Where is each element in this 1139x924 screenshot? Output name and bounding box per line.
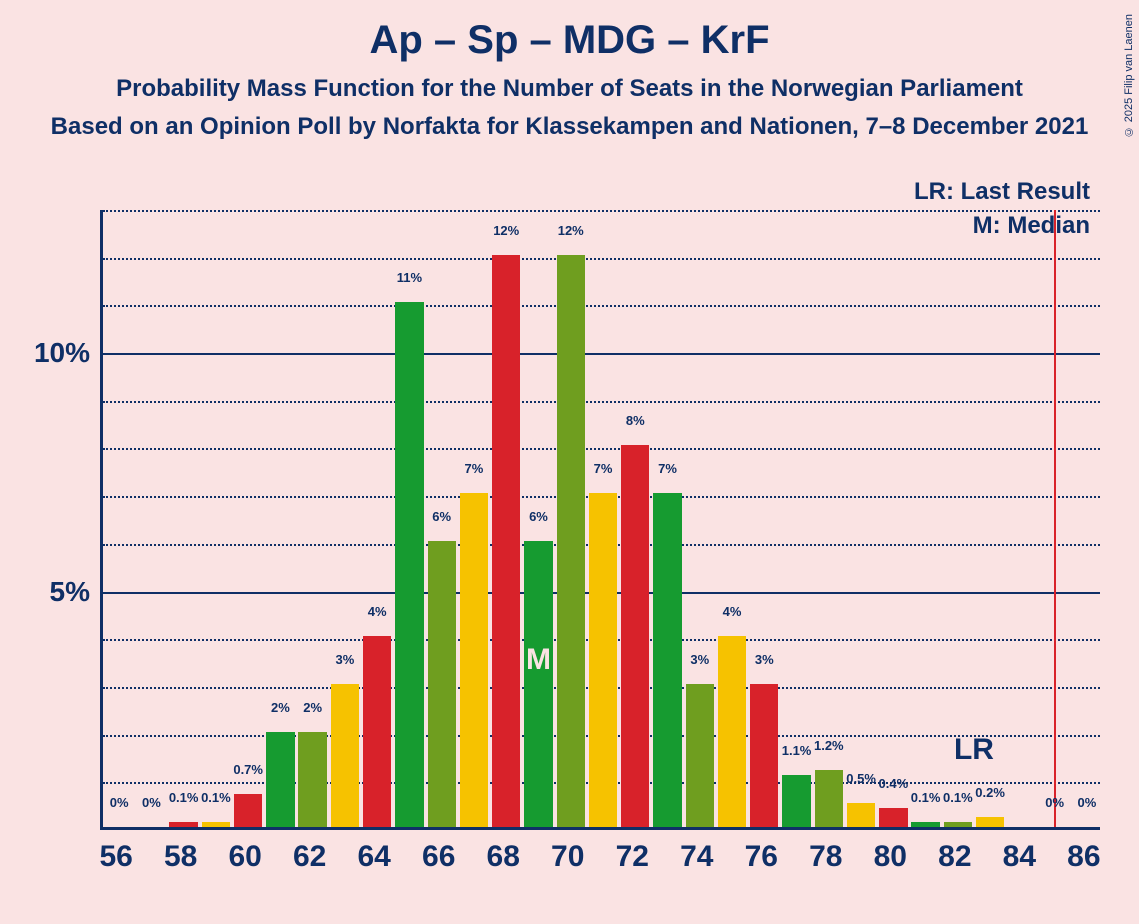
bar bbox=[524, 541, 552, 827]
x-axis-label: 70 bbox=[551, 840, 584, 874]
bar bbox=[395, 302, 423, 827]
bar-label: 7% bbox=[594, 461, 613, 476]
x-axis-label: 80 bbox=[874, 840, 907, 874]
copyright-text: © 2025 Filip van Laenen bbox=[1123, 14, 1135, 137]
bar-label: 2% bbox=[303, 700, 322, 715]
plot-area: 0%0%0.1%0.1%0.7%2%2%3%4%11%6%7%12%6%12%7… bbox=[100, 210, 1100, 830]
bar-label: 0.7% bbox=[233, 762, 263, 777]
chart-source: Based on an Opinion Poll by Norfakta for… bbox=[0, 113, 1139, 141]
x-axis-label: 72 bbox=[616, 840, 649, 874]
bar-label: 3% bbox=[336, 652, 355, 667]
grid-minor bbox=[103, 401, 1100, 403]
bar-label: 0.1% bbox=[911, 790, 941, 805]
bar-label: 7% bbox=[465, 461, 484, 476]
bar bbox=[750, 684, 778, 827]
last-result-marker: LR bbox=[954, 733, 994, 767]
bar-label: 3% bbox=[690, 652, 709, 667]
grid-major bbox=[103, 353, 1100, 355]
bar bbox=[298, 732, 326, 827]
bar bbox=[944, 822, 972, 827]
bar-label: 0.4% bbox=[878, 776, 908, 791]
x-axis-label: 56 bbox=[99, 840, 132, 874]
x-axis-label: 64 bbox=[358, 840, 391, 874]
legend-m: M: Median bbox=[973, 212, 1090, 240]
last-result-line bbox=[1054, 210, 1056, 827]
bar-label: 4% bbox=[723, 604, 742, 619]
bar bbox=[331, 684, 359, 827]
bar-label: 0.5% bbox=[846, 771, 876, 786]
x-axis-label: 76 bbox=[745, 840, 778, 874]
x-axis-label: 62 bbox=[293, 840, 326, 874]
x-axis-label: 68 bbox=[487, 840, 520, 874]
x-axis-label: 86 bbox=[1067, 840, 1100, 874]
bar-label: 0.1% bbox=[201, 790, 231, 805]
grid-minor bbox=[103, 448, 1100, 450]
grid-minor bbox=[103, 210, 1100, 212]
bar bbox=[653, 493, 681, 827]
x-axis-label: 84 bbox=[1003, 840, 1036, 874]
x-axis-label: 74 bbox=[680, 840, 713, 874]
bar bbox=[202, 822, 230, 827]
x-axis-label: 82 bbox=[938, 840, 971, 874]
bar bbox=[718, 636, 746, 827]
bar bbox=[911, 822, 939, 827]
bar-label: 1.2% bbox=[814, 738, 844, 753]
chart-title: Ap – Sp – MDG – KrF bbox=[0, 0, 1139, 63]
bar bbox=[557, 255, 585, 827]
x-axis-label: 58 bbox=[164, 840, 197, 874]
bar bbox=[621, 445, 649, 827]
bar bbox=[589, 493, 617, 827]
chart-subtitle: Probability Mass Function for the Number… bbox=[0, 75, 1139, 103]
bar-label: 0% bbox=[1045, 795, 1064, 810]
bar-label: 0.2% bbox=[975, 785, 1005, 800]
x-axis-label: 66 bbox=[422, 840, 455, 874]
bar bbox=[460, 493, 488, 827]
bar-label: 8% bbox=[626, 413, 645, 428]
bar bbox=[686, 684, 714, 827]
bar-label: 4% bbox=[368, 604, 387, 619]
x-axis-label: 60 bbox=[228, 840, 261, 874]
grid-minor bbox=[103, 258, 1100, 260]
bar bbox=[428, 541, 456, 827]
bar bbox=[266, 732, 294, 827]
bar bbox=[815, 770, 843, 827]
bar bbox=[782, 775, 810, 827]
bar bbox=[847, 803, 875, 827]
bar bbox=[363, 636, 391, 827]
bar bbox=[169, 822, 197, 827]
bar-label: 1.1% bbox=[782, 743, 812, 758]
legend-lr: LR: Last Result bbox=[914, 178, 1090, 206]
bar-label: 2% bbox=[271, 700, 290, 715]
bar-label: 0% bbox=[142, 795, 161, 810]
bar bbox=[492, 255, 520, 827]
bar-label: 6% bbox=[529, 509, 548, 524]
bar-label: 7% bbox=[658, 461, 677, 476]
grid-minor bbox=[103, 305, 1100, 307]
y-axis-label: 5% bbox=[50, 576, 90, 608]
y-axis-label: 10% bbox=[34, 337, 90, 369]
median-marker: M bbox=[526, 643, 551, 677]
bar-label: 0% bbox=[110, 795, 129, 810]
bar-label: 3% bbox=[755, 652, 774, 667]
x-axis-label: 78 bbox=[809, 840, 842, 874]
bar-label: 0.1% bbox=[943, 790, 973, 805]
bar-label: 11% bbox=[397, 270, 422, 285]
chart-area: 0%0%0.1%0.1%0.7%2%2%3%4%11%6%7%12%6%12%7… bbox=[100, 210, 1100, 830]
bar-label: 6% bbox=[432, 509, 451, 524]
bar bbox=[976, 817, 1004, 827]
bar bbox=[879, 808, 907, 827]
bar-label: 12% bbox=[493, 223, 519, 238]
bar bbox=[234, 794, 262, 827]
bar-label: 12% bbox=[558, 223, 584, 238]
bar-label: 0% bbox=[1077, 795, 1096, 810]
bar-label: 0.1% bbox=[169, 790, 199, 805]
